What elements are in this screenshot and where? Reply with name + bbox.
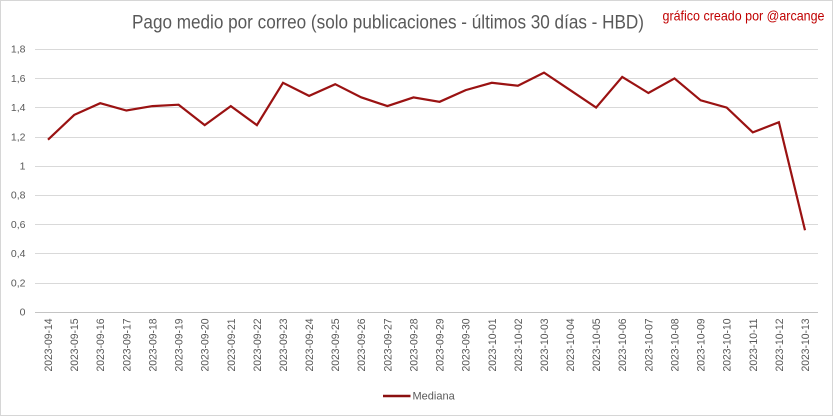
svg-text:2023-09-22: 2023-09-22 [252, 319, 264, 372]
svg-text:2023-09-14: 2023-09-14 [43, 319, 55, 372]
svg-text:1: 1 [20, 161, 26, 173]
svg-text:2023-09-27: 2023-09-27 [382, 319, 394, 372]
svg-text:2023-09-16: 2023-09-16 [95, 319, 107, 372]
svg-text:2023-10-01: 2023-10-01 [487, 319, 499, 372]
svg-text:0,2: 0,2 [11, 277, 26, 289]
svg-text:2023-09-18: 2023-09-18 [147, 319, 159, 372]
svg-text:2023-09-23: 2023-09-23 [278, 319, 290, 372]
svg-text:0: 0 [20, 307, 26, 319]
svg-text:1,4: 1,4 [11, 102, 26, 114]
svg-text:1,2: 1,2 [11, 131, 26, 143]
svg-text:2023-09-19: 2023-09-19 [174, 319, 186, 372]
svg-text:0,4: 0,4 [11, 248, 26, 260]
svg-text:2023-09-17: 2023-09-17 [121, 319, 133, 372]
svg-text:2023-10-08: 2023-10-08 [670, 319, 682, 372]
svg-text:2023-10-06: 2023-10-06 [617, 319, 629, 372]
svg-text:2023-10-07: 2023-10-07 [643, 319, 655, 372]
svg-text:2023-10-12: 2023-10-12 [774, 319, 786, 372]
svg-text:2023-10-04: 2023-10-04 [565, 319, 577, 372]
svg-text:Mediana: Mediana [413, 391, 456, 403]
svg-text:2023-09-20: 2023-09-20 [200, 319, 212, 372]
svg-text:2023-09-25: 2023-09-25 [330, 319, 342, 372]
svg-text:2023-10-03: 2023-10-03 [539, 319, 551, 372]
svg-text:2023-09-15: 2023-09-15 [69, 319, 81, 372]
svg-text:2023-10-13: 2023-10-13 [800, 319, 812, 372]
svg-text:2023-10-02: 2023-10-02 [513, 319, 525, 372]
svg-text:2023-09-24: 2023-09-24 [304, 319, 316, 372]
svg-text:0,6: 0,6 [11, 219, 26, 231]
svg-text:2023-09-21: 2023-09-21 [226, 319, 238, 372]
svg-text:2023-09-26: 2023-09-26 [356, 319, 368, 372]
svg-text:0,8: 0,8 [11, 190, 26, 202]
svg-text:1,6: 1,6 [11, 73, 26, 85]
svg-text:2023-10-09: 2023-10-09 [696, 319, 708, 372]
svg-text:2023-09-28: 2023-09-28 [409, 319, 421, 372]
svg-text:2023-09-29: 2023-09-29 [435, 319, 447, 372]
svg-text:2023-09-30: 2023-09-30 [461, 319, 473, 372]
svg-text:gráfico creado por @arcange: gráfico creado por @arcange [663, 8, 825, 24]
svg-text:2023-10-11: 2023-10-11 [748, 319, 760, 372]
svg-text:2023-10-05: 2023-10-05 [591, 319, 603, 372]
svg-text:2023-10-10: 2023-10-10 [722, 319, 734, 372]
svg-text:Pago medio por correo (solo pu: Pago medio por correo (solo publicacione… [132, 13, 644, 34]
svg-text:1,8: 1,8 [11, 44, 26, 56]
